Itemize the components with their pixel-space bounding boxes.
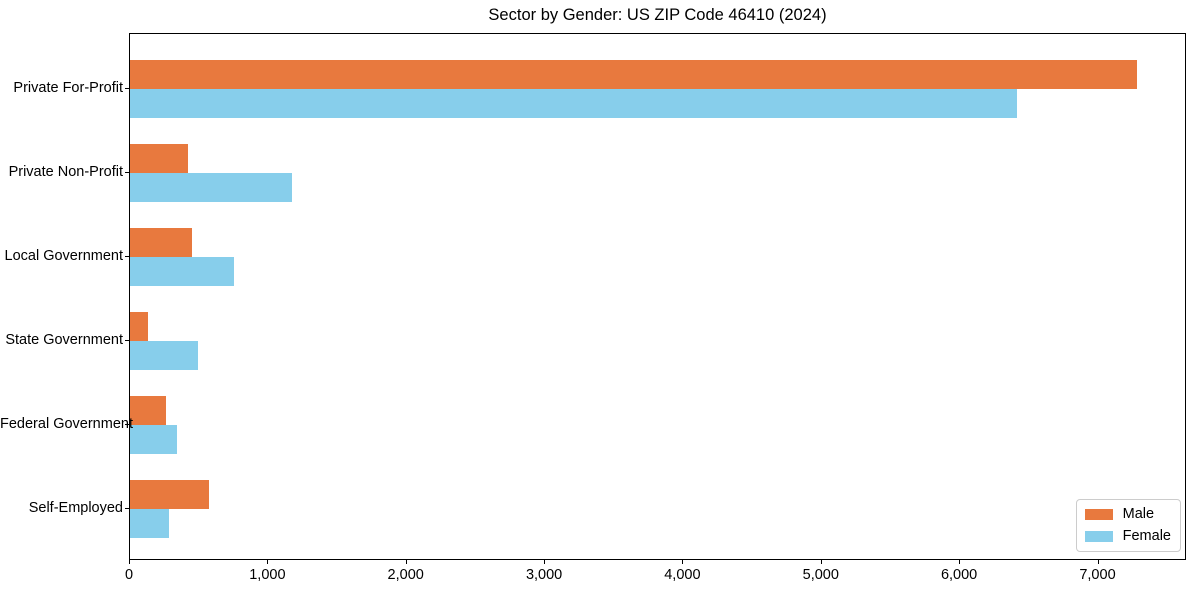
legend-swatch-female (1084, 531, 1113, 542)
legend-label-male: Male (1122, 506, 1155, 522)
bar-male-self-employed (130, 480, 209, 509)
legend-entry-male: Male (1084, 506, 1171, 522)
bar-female-federal-government (130, 425, 177, 454)
bar-male-state-government (130, 312, 148, 341)
y-tick-mark (125, 508, 129, 509)
bar-female-private-non-profit (130, 173, 292, 202)
legend-swatch-male (1084, 509, 1113, 520)
x-tick-label-0: 0 (124, 567, 134, 583)
x-tick-label-7000: 7,000 (1079, 567, 1116, 583)
y-tick-label-private-for-profit: Private For-Profit (13, 80, 123, 96)
x-tick-label-4000: 4,000 (664, 567, 701, 583)
y-tick-label-federal-government: Federal Government (0, 416, 133, 432)
y-tick-label-self-employed: Self-Employed (28, 500, 123, 516)
x-tick-mark (959, 560, 961, 564)
bar-male-private-non-profit (130, 144, 189, 173)
bar-female-state-government (130, 341, 198, 370)
bar-male-federal-government (130, 396, 166, 425)
y-tick-mark (125, 88, 129, 89)
y-tick-label-local-government: Local Government (4, 248, 123, 264)
y-tick-mark (125, 256, 129, 257)
y-tick-label-private-non-profit: Private Non-Profit (8, 164, 123, 180)
bar-male-local-government (130, 228, 193, 257)
x-tick-mark (682, 560, 684, 564)
y-tick-label-state-government: State Government (5, 332, 123, 348)
x-tick-mark (129, 560, 130, 564)
y-tick-mark (125, 340, 129, 341)
bar-male-private-for-profit (130, 60, 1138, 89)
y-tick-mark (125, 424, 129, 425)
legend-label-female: Female (1122, 528, 1171, 544)
x-tick-label-3000: 3,000 (525, 567, 563, 583)
x-tick-mark (267, 560, 269, 564)
plot-area: Male Female (129, 33, 1186, 560)
bar-female-self-employed (130, 509, 169, 538)
x-tick-mark (544, 560, 546, 564)
bar-female-local-government (130, 257, 234, 286)
x-tick-label-2000: 2,000 (387, 567, 424, 583)
x-tick-mark (405, 560, 407, 564)
legend-entry-female: Female (1084, 528, 1171, 544)
bar-female-private-for-profit (130, 89, 1017, 118)
legend: Male Female (1075, 499, 1181, 552)
chart-title: Sector by Gender: US ZIP Code 46410 (202… (488, 6, 827, 24)
x-tick-label-6000: 6,000 (940, 567, 978, 583)
x-tick-label-5000: 5,000 (802, 567, 839, 583)
x-tick-label-1000: 1,000 (249, 567, 286, 583)
x-tick-mark (1097, 560, 1099, 564)
y-tick-mark (125, 172, 129, 173)
x-tick-mark (820, 560, 822, 564)
